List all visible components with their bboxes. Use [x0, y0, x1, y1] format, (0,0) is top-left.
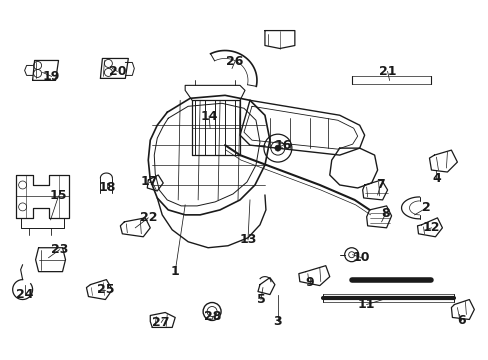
Text: 4: 4 — [431, 171, 440, 185]
Text: 23: 23 — [51, 243, 68, 256]
Text: 13: 13 — [239, 233, 256, 246]
Text: 26: 26 — [226, 55, 243, 68]
Text: 24: 24 — [16, 288, 33, 301]
Text: 16: 16 — [274, 139, 291, 152]
Text: 10: 10 — [352, 251, 369, 264]
Text: 11: 11 — [357, 298, 375, 311]
Text: 6: 6 — [456, 314, 465, 327]
Text: 27: 27 — [152, 316, 170, 329]
Text: 7: 7 — [375, 179, 384, 192]
Text: 14: 14 — [200, 110, 218, 123]
Text: 5: 5 — [256, 293, 265, 306]
Text: 1: 1 — [170, 265, 179, 278]
Text: 3: 3 — [273, 315, 282, 328]
Text: 21: 21 — [378, 65, 396, 78]
Text: 18: 18 — [99, 181, 116, 194]
Text: 9: 9 — [305, 276, 313, 289]
Text: 25: 25 — [97, 283, 114, 296]
Text: 2: 2 — [421, 201, 430, 215]
Text: 28: 28 — [204, 310, 222, 323]
Text: 20: 20 — [108, 65, 126, 78]
Text: 19: 19 — [43, 70, 60, 83]
Text: 17: 17 — [140, 175, 158, 189]
Text: 8: 8 — [381, 207, 389, 220]
Text: 12: 12 — [422, 221, 439, 234]
Circle shape — [274, 145, 280, 151]
Text: 15: 15 — [50, 189, 67, 202]
Text: 22: 22 — [139, 211, 157, 224]
